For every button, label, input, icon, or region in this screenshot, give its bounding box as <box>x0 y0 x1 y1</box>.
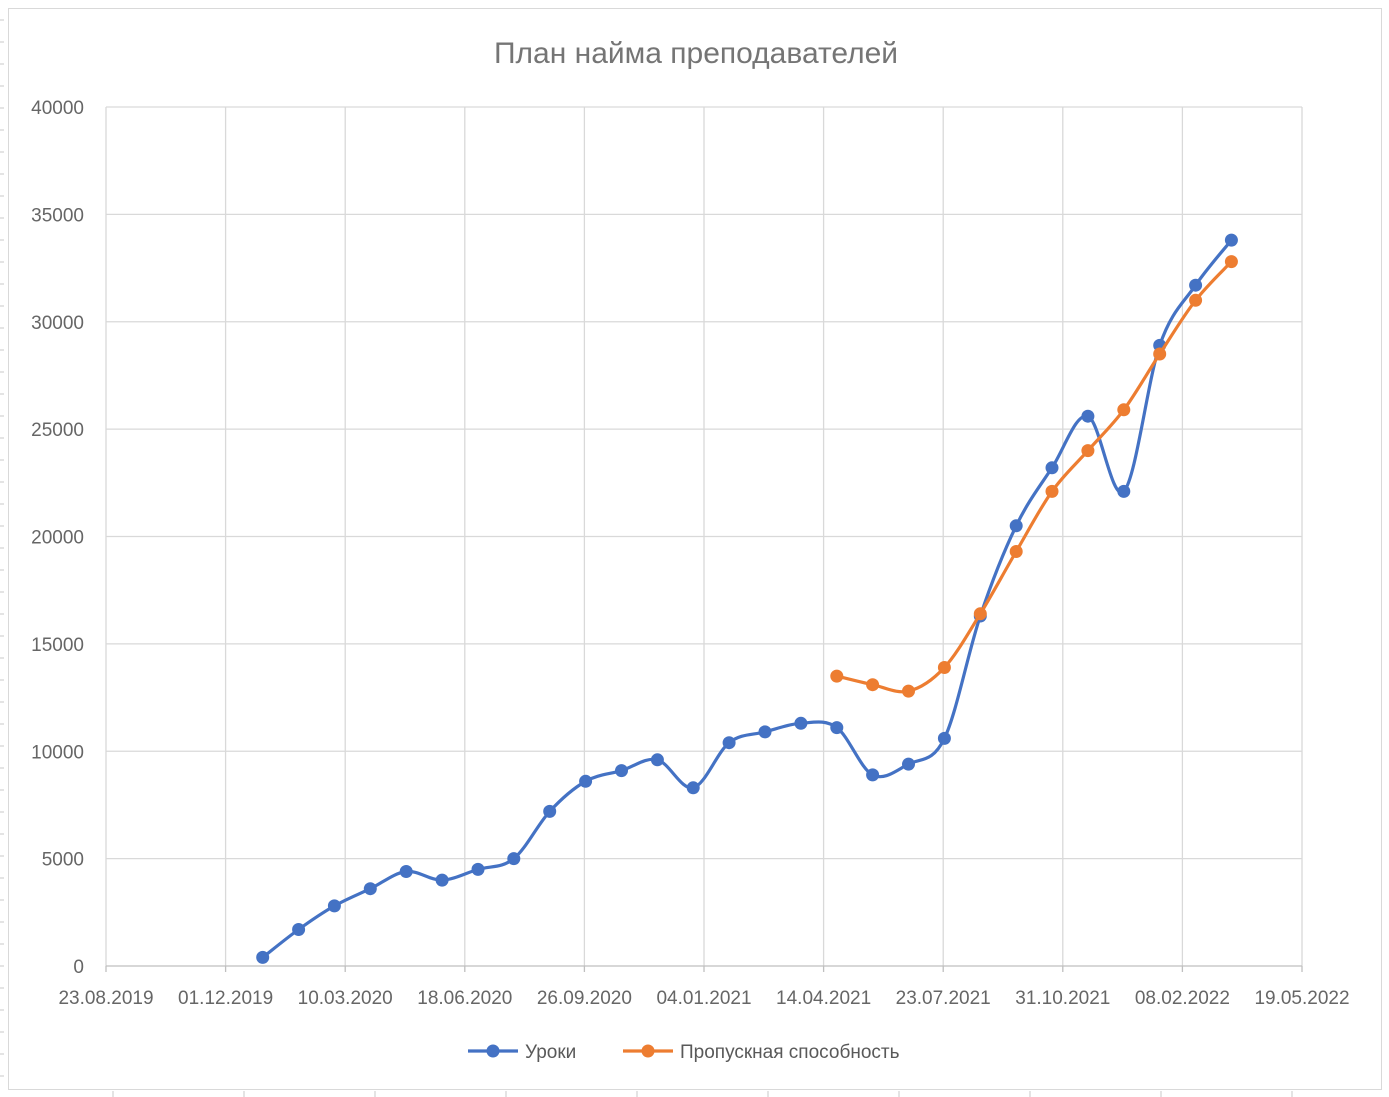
data-point <box>866 678 880 692</box>
x-tick-label: 01.12.2019 <box>178 988 273 1009</box>
data-point <box>937 661 951 674</box>
legend-swatch-marker <box>641 1044 655 1058</box>
data-point <box>543 804 557 818</box>
data-point <box>579 774 593 788</box>
axes <box>105 107 1303 972</box>
grid <box>106 106 1303 966</box>
data-point <box>1224 233 1238 247</box>
data-point <box>292 923 306 936</box>
data-point <box>363 882 377 896</box>
data-point <box>866 768 880 782</box>
x-tick-label: 23.08.2019 <box>58 988 153 1009</box>
data-point <box>973 607 987 621</box>
series-line <box>835 260 1233 694</box>
data-point <box>1117 403 1131 417</box>
x-tick-label: 04.01.2021 <box>656 988 751 1009</box>
data-point <box>1117 484 1131 498</box>
data-point <box>1009 519 1023 533</box>
y-axis-ticks: 0 5000 10000 15000 20000 25000 30000 35000 40000 <box>31 98 84 978</box>
sheet-column-ticks <box>112 1091 1293 1097</box>
data-point <box>471 862 485 876</box>
series-capacity <box>830 255 1238 698</box>
data-point <box>1189 278 1203 292</box>
y-tick-label: 40000 <box>31 98 84 119</box>
data-point <box>758 725 772 739</box>
legend-label: Пропускная способность <box>680 1042 900 1063</box>
x-tick-label: 26.09.2020 <box>537 988 632 1009</box>
data-point <box>435 873 449 887</box>
data-point <box>902 757 915 771</box>
legend: Уроки Пропускная способность <box>468 1042 900 1063</box>
data-point <box>1224 255 1238 269</box>
x-tick-label: 08.02.2022 <box>1135 988 1230 1009</box>
sheet-row-ticks <box>0 19 4 1077</box>
y-tick-label: 10000 <box>31 742 84 763</box>
x-tick-label: 19.05.2022 <box>1254 988 1349 1009</box>
x-axis-ticks: 23.08.2019 01.12.2019 10.03.2020 18.06.2020… <box>58 988 1349 1009</box>
data-point <box>830 669 844 683</box>
y-tick-label: 35000 <box>31 205 84 226</box>
data-point <box>1189 293 1203 307</box>
legend-swatch-marker <box>486 1044 500 1058</box>
data-point <box>1081 409 1095 423</box>
data-point <box>256 950 270 964</box>
x-tick-label: 31.10.2021 <box>1015 988 1110 1009</box>
data-point <box>686 781 700 795</box>
data-point <box>507 852 521 866</box>
series-layer <box>256 233 1238 964</box>
data-point <box>650 753 664 767</box>
series-line <box>261 238 1233 959</box>
x-tick-label: 14.04.2021 <box>776 988 871 1009</box>
y-tick-label: 25000 <box>31 420 84 441</box>
data-point <box>794 716 808 730</box>
data-point <box>1153 347 1167 361</box>
chart-title: План найма преподавателей <box>494 37 898 70</box>
x-tick-label: 23.07.2021 <box>896 988 991 1009</box>
x-tick-label: 10.03.2020 <box>298 988 393 1009</box>
y-tick-label: 20000 <box>31 528 84 549</box>
legend-item: Пропускная способность <box>623 1042 900 1063</box>
y-tick-label: 0 <box>73 957 84 978</box>
y-tick-label: 30000 <box>31 313 84 334</box>
data-point <box>399 865 413 878</box>
data-point <box>1081 444 1095 458</box>
data-point <box>1045 484 1059 498</box>
data-point <box>902 684 915 698</box>
data-point <box>1045 461 1059 475</box>
data-point <box>722 736 736 750</box>
y-tick-label: 15000 <box>31 635 84 656</box>
chart-frame <box>8 8 1382 1090</box>
data-point <box>830 721 844 735</box>
data-point <box>937 731 951 745</box>
x-tick-label: 18.06.2020 <box>417 988 512 1009</box>
data-point <box>327 899 341 913</box>
y-tick-label: 5000 <box>42 850 84 871</box>
data-point <box>615 764 628 778</box>
legend-item: Уроки <box>468 1042 576 1063</box>
data-point <box>1009 545 1023 558</box>
series-lessons <box>256 233 1238 964</box>
legend-label: Уроки <box>525 1042 576 1063</box>
